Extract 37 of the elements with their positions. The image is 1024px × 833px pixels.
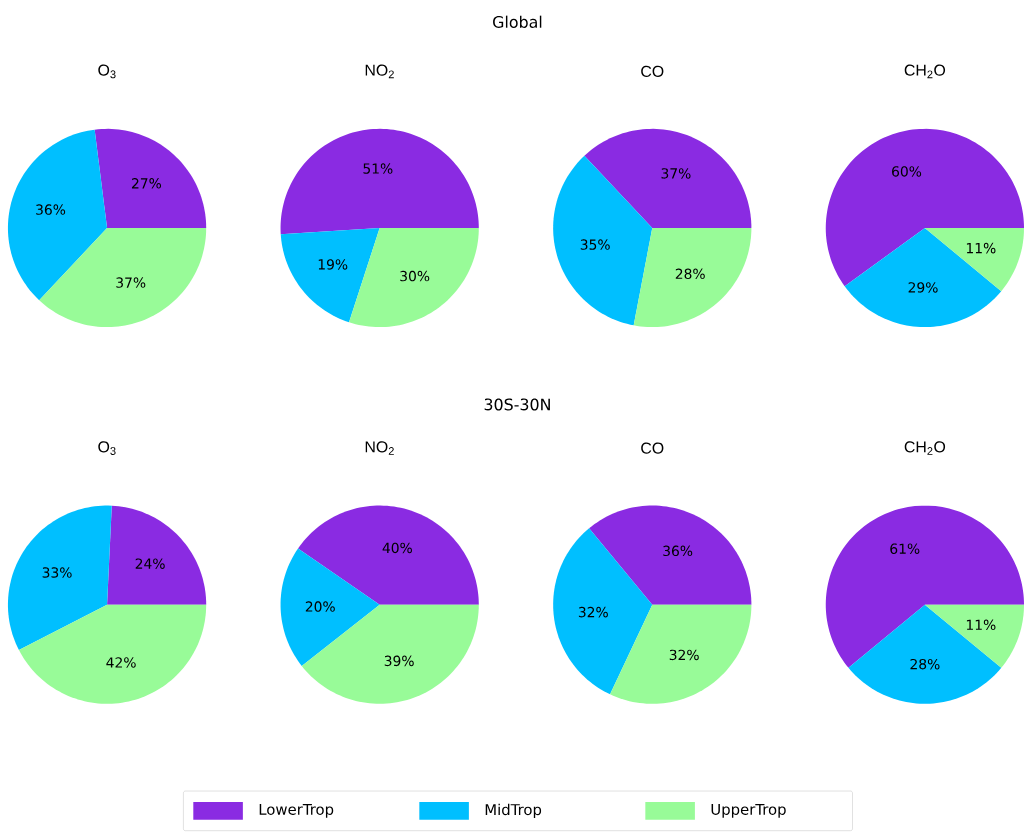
data-label: 36%: [663, 545, 693, 557]
data-label: 51%: [363, 163, 393, 174]
legend-label: UpperTrop: [711, 804, 786, 818]
chart-title: O$_{3}$: [98, 441, 116, 456]
data-label: 35%: [580, 239, 610, 250]
data-label: 27%: [131, 178, 162, 189]
chart-title: CO: [641, 65, 664, 78]
text: Global: [493, 15, 542, 29]
data-label: 11%: [966, 619, 996, 631]
data-label: 28%: [675, 268, 705, 280]
chart-title: O$_{3}$: [98, 64, 116, 79]
data-label: 40%: [382, 542, 412, 554]
chart-title: NO$_{2}$: [365, 64, 394, 79]
data-label: 37%: [116, 277, 146, 288]
data-label: 42%: [106, 657, 136, 668]
data-label: 20%: [305, 601, 335, 612]
data-label: 29%: [908, 282, 938, 293]
data-label: 28%: [910, 659, 940, 670]
chart-title: NO$_{2}$: [365, 441, 394, 456]
legend-label: LowerTrop: [259, 804, 334, 818]
data-label: 61%: [890, 543, 920, 555]
chart-title: CH$_{2}$O: [904, 64, 946, 79]
legend-label: MidTrop: [485, 803, 542, 819]
chart-title: CO: [641, 442, 664, 454]
data-label: 32%: [578, 607, 608, 618]
data-label: 24%: [135, 558, 165, 570]
text: 30S-30N: [484, 398, 550, 411]
data-label: 37%: [661, 168, 691, 179]
data-label: 19%: [318, 259, 348, 270]
data-label: 32%: [669, 649, 699, 661]
data-label: 30%: [400, 271, 430, 282]
data-label: 39%: [384, 655, 414, 667]
data-label: 33%: [42, 567, 72, 578]
data-label: 36%: [36, 204, 66, 216]
chart-title: CH$_{2}$O: [904, 441, 946, 456]
data-label: 11%: [966, 243, 996, 254]
data-label: 60%: [892, 166, 922, 177]
